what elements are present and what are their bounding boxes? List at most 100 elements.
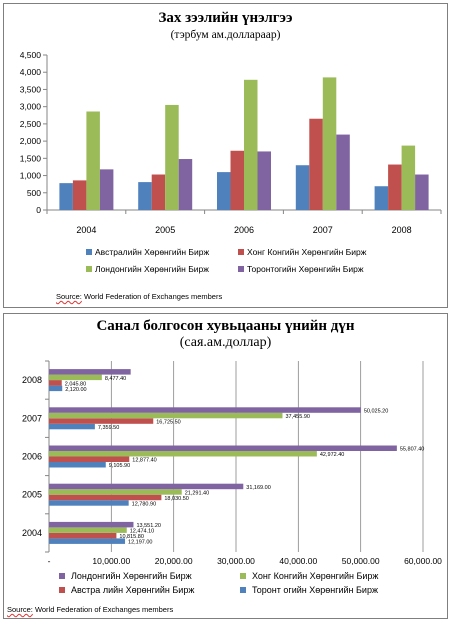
chart1-bar <box>401 145 416 210</box>
chart1-legend-swatch <box>86 266 92 272</box>
chart1-bar <box>257 151 271 210</box>
chart1-x-tick-label: 2004 <box>76 225 96 235</box>
chart1-bar <box>415 174 429 210</box>
chart2-bar <box>49 369 131 375</box>
chart2-legend-label: Хонг Конгийн Хөрөнгийн Бирж <box>252 571 378 581</box>
chart1-x-tick-label: 2006 <box>234 225 254 235</box>
chart1-bar <box>165 104 179 210</box>
chart1-y-tick-label: 3,500 <box>20 84 42 94</box>
chart1-legend-label: Торонтогийн Хөрөнгийн Бирж <box>247 264 364 274</box>
chart1-bar <box>388 164 402 210</box>
chart1-legend-label: Австралийн Хөрөнгийн Бирж <box>95 247 209 257</box>
chart2-bar <box>49 380 62 386</box>
chart2-data-label: 12,474.10 <box>130 529 154 535</box>
chart2-bar <box>49 527 127 533</box>
chart2-data-label: 50,025.20 <box>364 409 388 415</box>
chart2-bar <box>49 483 244 490</box>
chart2-source-label: Source: <box>7 605 33 614</box>
chart2-y-tick-label: 2007 <box>22 413 42 423</box>
chart1-bar <box>151 174 166 210</box>
chart1-legend-swatch <box>238 249 244 255</box>
chart1-y-tick-label: 0 <box>36 205 41 215</box>
chart2-bar <box>49 418 154 424</box>
chart1-legend-swatch <box>86 249 92 255</box>
chart2-bar <box>49 407 361 413</box>
chart1-x-tick-label: 2008 <box>392 225 412 235</box>
chart2-bar <box>49 451 317 457</box>
chart1-bar <box>217 172 231 210</box>
chart2-bar <box>49 500 129 506</box>
chart2-y-tick-label: 2004 <box>22 528 42 538</box>
chart2-bar <box>49 456 130 462</box>
chart1-y-tick-label: 1,000 <box>20 171 42 181</box>
chart1-bar <box>99 169 114 210</box>
chart1-y-tick-label: 4,500 <box>20 50 42 60</box>
chart1-bar <box>86 111 100 210</box>
chart1-bar <box>59 183 73 210</box>
chart1-bar <box>178 159 193 210</box>
chart1-plot: 0 500 1,000 1,500 2,000 2,500 3,000 3,500 4,000 4… <box>20 50 442 274</box>
chart2-data-label: 2,120.00 <box>65 387 86 393</box>
chart1-y-tick-label: 3,000 <box>20 102 42 112</box>
chart2-legend-label: Австра лийн Хөрөнгийн Бирж <box>71 585 194 595</box>
chart2-bar <box>49 385 63 392</box>
chart2-x-tick-label: 20,000.00 <box>155 556 193 566</box>
chart2-bar <box>49 521 134 528</box>
chart2-y-tick-label: 2008 <box>22 375 42 385</box>
chart2-data-label: 42,972.40 <box>320 452 344 458</box>
chart1-bar <box>336 134 350 210</box>
chart1-source-text: World Federation of Exchanges members <box>81 292 223 301</box>
chart2-x-tick-label: 30,000.00 <box>217 556 255 566</box>
chart1-title: Зах зээлийн үнэлгээ <box>158 10 293 26</box>
chart1-bar <box>138 182 152 210</box>
chart2-bar <box>49 374 102 381</box>
chart2-data-label: 8,477.40 <box>105 376 126 382</box>
chart1-bar <box>322 77 337 210</box>
chart1-y-tick-label: 4,000 <box>20 67 42 77</box>
chart1-source-label: Source: <box>56 292 82 301</box>
chart2-data-label: 12,197.00 <box>128 540 152 546</box>
chart1-bar <box>309 118 323 210</box>
chart2-data-label: 55,807.40 <box>400 447 424 453</box>
chart1-y-tick-label: 2,000 <box>20 136 42 146</box>
chart1-bar <box>295 165 310 210</box>
chart2-data-label: 16,725.50 <box>156 420 180 426</box>
chart2-bar <box>49 538 126 544</box>
chart2-data-label: 9,105.90 <box>109 463 130 469</box>
chart2-legend-label: Лондонгийн Хөрөнгийн Бирж <box>71 571 192 581</box>
chart2-data-label: 7,359.50 <box>98 425 119 431</box>
chart1-bar <box>72 180 87 210</box>
chart2-data-label: 2,045.80 <box>65 381 86 387</box>
chart2-legend-swatch <box>240 573 246 579</box>
chart2-x-tick-label: 60,000.00 <box>404 556 442 566</box>
chart2-x-tick-label: 50,000.00 <box>342 556 380 566</box>
chart2-bar <box>49 494 162 501</box>
chart2-data-label: 12,780.90 <box>132 501 156 507</box>
chart1-y-tick-label: 500 <box>27 188 41 198</box>
chart2-bar <box>49 532 117 539</box>
chart2-data-label: 31,169.00 <box>246 485 270 491</box>
chart1-bar <box>230 150 244 210</box>
chart1-x-tick-label: 2007 <box>313 225 333 235</box>
chart1-bar <box>374 186 389 210</box>
chart2-source-text: World Federation of Exchanges members <box>32 605 174 614</box>
market-cap-chart: Зах зээлийн үнэлгээ (тэрбум ам.доллараар… <box>3 3 448 308</box>
chart2-title: Санал болгосон хувьцааны үнийн дүн <box>96 318 355 334</box>
chart2-x-tick-label: 40,000.00 <box>279 556 317 566</box>
chart1-x-tick-label: 2005 <box>155 225 175 235</box>
chart1-legend-label: Хонг Конгийн Хөрөнгийн Бирж <box>247 247 367 257</box>
chart1-y-tick-label: 1,500 <box>20 153 42 163</box>
chart2-source: Source: World Federation of Exchanges me… <box>7 605 173 614</box>
chart2-legend-label: Торонт огийн Хөрөнгийн Бирж <box>252 585 378 595</box>
chart2-legend-swatch <box>59 587 65 593</box>
chart2-data-label: 13,551.20 <box>136 523 160 529</box>
chart2-legend-swatch <box>59 573 65 579</box>
chart2-subtitle: (сая.ам.доллар) <box>179 335 272 350</box>
chart1-y-tick-label: 2,500 <box>20 119 42 129</box>
chart2-bar <box>49 489 182 495</box>
chart1-bar <box>244 79 258 210</box>
chart2-bar <box>49 423 95 430</box>
chart1-legend-label: Лондонгийн Хөрөнгийн Бирж <box>95 264 209 274</box>
chart2-bar <box>49 445 397 451</box>
offered-shares-chart: Санал болгосон хувьцааны үнийн дүн (сая.… <box>3 313 448 619</box>
